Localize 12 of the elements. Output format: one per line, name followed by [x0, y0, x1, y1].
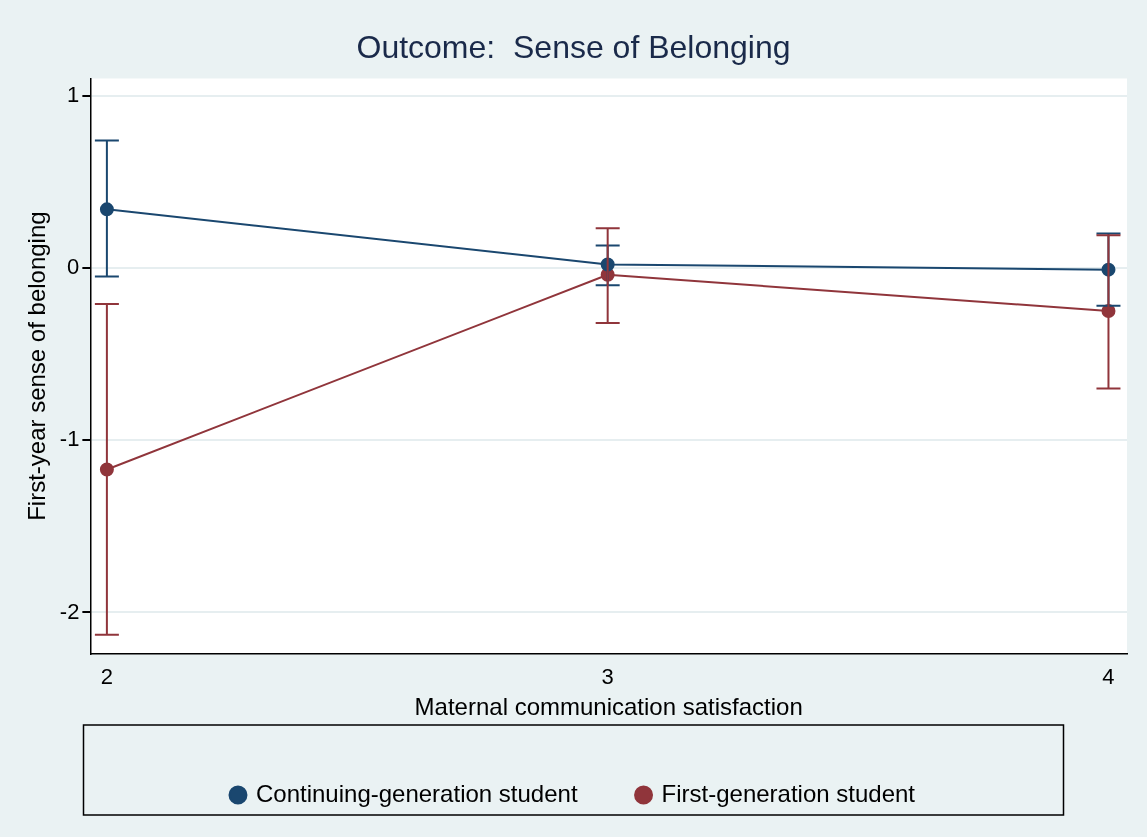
y-tick-label: -2 — [59, 598, 80, 624]
y-tick-label: 0 — [67, 253, 80, 279]
y-tick-label: -1 — [59, 426, 80, 452]
x-tick-label: 2 — [100, 664, 114, 690]
y-axis-title: First-year sense of belonging — [23, 211, 51, 521]
y-tick-label: 1 — [67, 81, 80, 107]
legend-label: First-generation student — [661, 779, 916, 807]
x-tick-label: 4 — [1102, 664, 1115, 690]
x-tick-label: 3 — [601, 664, 614, 690]
chart-title: Outcome: Sense of Belonging — [356, 29, 791, 66]
x-axis-title: Maternal communication satisfaction — [414, 693, 803, 721]
legend-label: Continuing-generation student — [255, 779, 578, 807]
